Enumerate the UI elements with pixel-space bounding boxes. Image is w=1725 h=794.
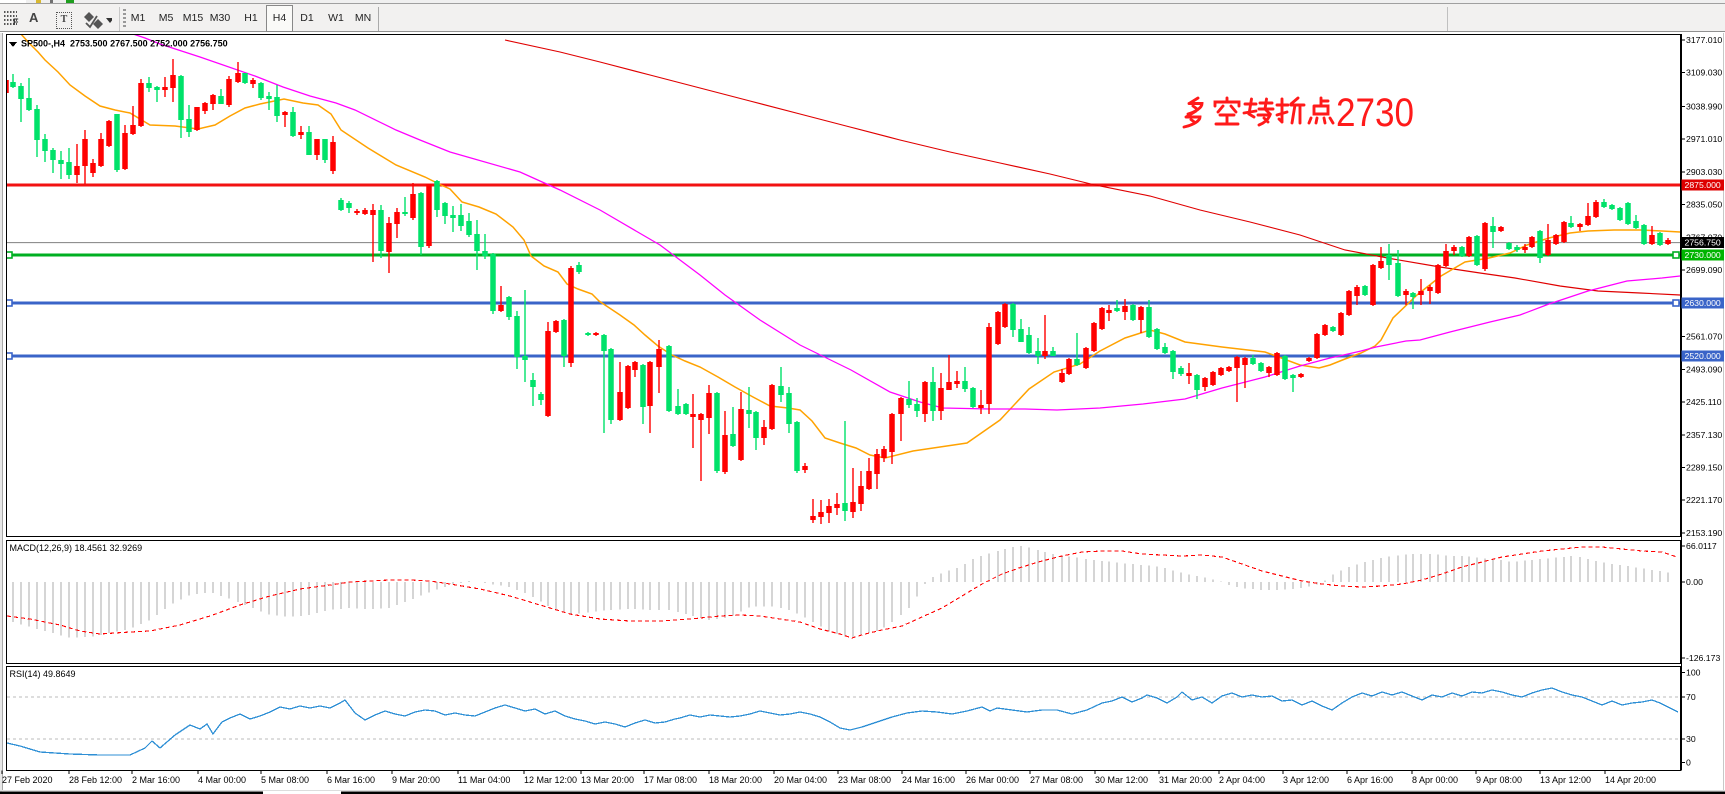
- svg-text:3177.010: 3177.010: [1686, 35, 1722, 45]
- svg-text:24 Mar 16:00: 24 Mar 16:00: [902, 775, 955, 785]
- svg-text:2835.050: 2835.050: [1686, 200, 1722, 210]
- svg-text:2730.000: 2730.000: [1685, 250, 1721, 260]
- svg-text:2699.090: 2699.090: [1686, 265, 1722, 275]
- svg-text:2153.190: 2153.190: [1686, 528, 1722, 538]
- svg-text:27 Feb 2020: 27 Feb 2020: [2, 775, 53, 785]
- svg-text:100: 100: [1686, 668, 1701, 678]
- svg-text:30: 30: [1686, 734, 1696, 744]
- svg-text:SP500-,H4 2753.500 2767.500 2: SP500-,H4 2753.500 2767.500 2752.000 275…: [21, 39, 228, 49]
- svg-text:5 Mar 08:00: 5 Mar 08:00: [261, 775, 309, 785]
- svg-text:2 Apr 04:00: 2 Apr 04:00: [1219, 775, 1265, 785]
- svg-text:3109.030: 3109.030: [1686, 68, 1722, 78]
- svg-text:6 Apr 16:00: 6 Apr 16:00: [1347, 775, 1393, 785]
- svg-text:11 Mar 04:00: 11 Mar 04:00: [458, 775, 510, 785]
- svg-text:2561.070: 2561.070: [1686, 332, 1722, 342]
- svg-text:17 Mar 08:00: 17 Mar 08:00: [644, 775, 697, 785]
- svg-text:2221.170: 2221.170: [1686, 495, 1722, 505]
- svg-text:8 Apr 00:00: 8 Apr 00:00: [1412, 775, 1458, 785]
- svg-text:66.0117: 66.0117: [1686, 541, 1717, 551]
- svg-text:2875.000: 2875.000: [1685, 180, 1721, 190]
- svg-text:2289.150: 2289.150: [1686, 463, 1722, 473]
- svg-text:2630.000: 2630.000: [1685, 298, 1721, 308]
- svg-text:-126.173: -126.173: [1686, 653, 1720, 663]
- svg-text:RSI(14) 49.8649: RSI(14) 49.8649: [10, 669, 76, 679]
- svg-text:27 Mar 08:00: 27 Mar 08:00: [1030, 775, 1083, 785]
- svg-text:14 Apr 20:00: 14 Apr 20:00: [1605, 775, 1656, 785]
- svg-text:2903.030: 2903.030: [1686, 167, 1722, 177]
- svg-text:0: 0: [1686, 758, 1691, 768]
- svg-text:70: 70: [1686, 692, 1696, 702]
- svg-text:6 Mar 16:00: 6 Mar 16:00: [327, 775, 375, 785]
- svg-text:12 Mar 12:00: 12 Mar 12:00: [524, 775, 577, 785]
- svg-text:2 Mar 16:00: 2 Mar 16:00: [132, 775, 180, 785]
- svg-text:3 Apr 12:00: 3 Apr 12:00: [1283, 775, 1329, 785]
- svg-text:2520.000: 2520.000: [1685, 351, 1721, 361]
- svg-text:18 Mar 20:00: 18 Mar 20:00: [709, 775, 762, 785]
- svg-text:28 Feb 12:00: 28 Feb 12:00: [69, 775, 122, 785]
- svg-text:0.00: 0.00: [1686, 577, 1703, 587]
- svg-text:9 Apr 08:00: 9 Apr 08:00: [1476, 775, 1522, 785]
- svg-text:9 Mar 20:00: 9 Mar 20:00: [392, 775, 440, 785]
- svg-text:2730: 2730: [1336, 91, 1414, 135]
- svg-text:31 Mar 20:00: 31 Mar 20:00: [1159, 775, 1212, 785]
- svg-text:26 Mar 00:00: 26 Mar 00:00: [966, 775, 1019, 785]
- svg-text:13 Apr 12:00: 13 Apr 12:00: [1540, 775, 1591, 785]
- svg-text:2756.750: 2756.750: [1685, 238, 1721, 248]
- svg-text:20 Mar 04:00: 20 Mar 04:00: [774, 775, 827, 785]
- svg-text:2357.130: 2357.130: [1686, 430, 1722, 440]
- svg-text:13 Mar 20:00: 13 Mar 20:00: [581, 775, 634, 785]
- svg-text:23 Mar 08:00: 23 Mar 08:00: [838, 775, 891, 785]
- svg-text:2971.010: 2971.010: [1686, 134, 1722, 144]
- svg-text:4 Mar 00:00: 4 Mar 00:00: [198, 775, 246, 785]
- svg-text:30 Mar 12:00: 30 Mar 12:00: [1095, 775, 1148, 785]
- svg-text:3038.990: 3038.990: [1686, 102, 1722, 112]
- svg-text:MACD(12,26,9) 18.4561 32.9269: MACD(12,26,9) 18.4561 32.9269: [10, 543, 143, 553]
- svg-text:2493.090: 2493.090: [1686, 364, 1722, 374]
- svg-text:2425.110: 2425.110: [1686, 397, 1722, 407]
